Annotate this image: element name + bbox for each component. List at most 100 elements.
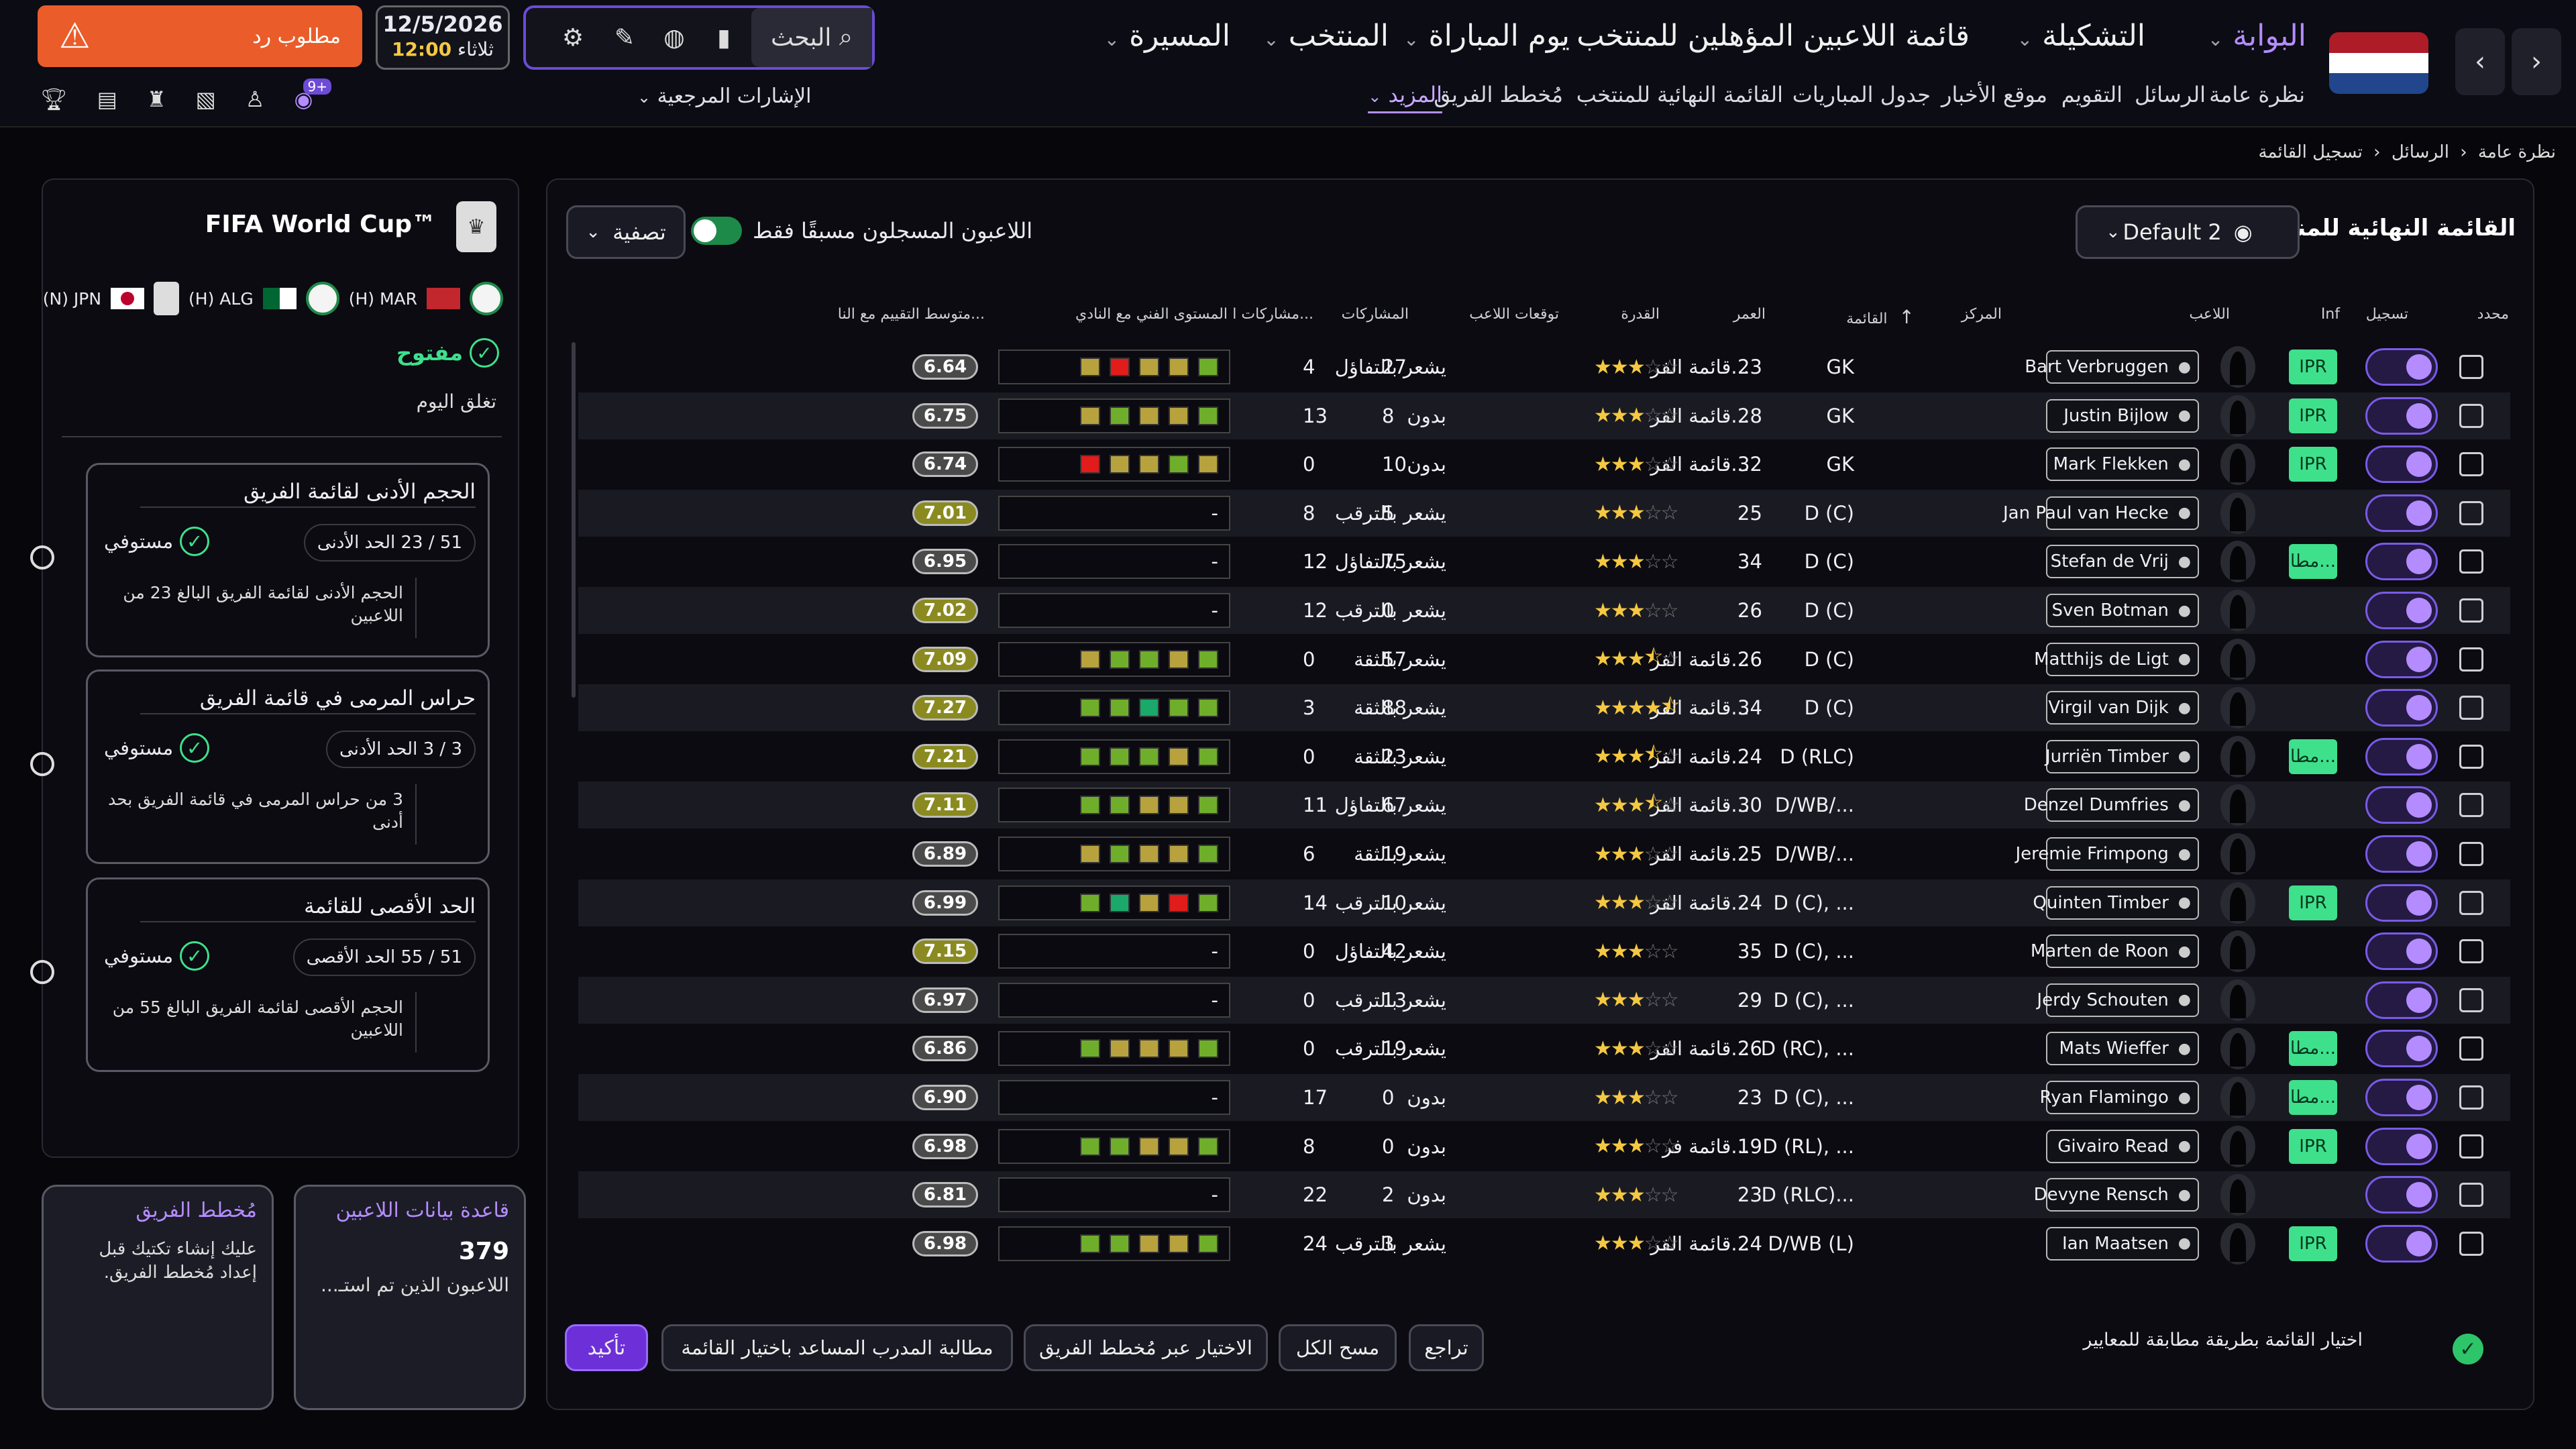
- avatar[interactable]: [2220, 735, 2255, 777]
- radio-button[interactable]: [30, 545, 54, 570]
- select-checkbox[interactable]: [2459, 1036, 2483, 1061]
- register-toggle[interactable]: [2365, 883, 2438, 922]
- subnav-overview[interactable]: نظرة عامة: [2209, 82, 2305, 107]
- player-name[interactable]: Mats Wieffer ●: [2046, 1032, 2199, 1066]
- table-row[interactable]: Virgil van Dijk ● D (C) قائمة الفر... 34 ★ ★ ★ ★…: [578, 684, 2510, 732]
- undo-button[interactable]: تراجع: [1409, 1324, 1484, 1371]
- col-ability[interactable]: القدرة: [1621, 306, 1660, 323]
- select-checkbox[interactable]: [2459, 1231, 2483, 1256]
- date-display[interactable]: 12/5/2026 ثلاثاء 12:00: [376, 5, 510, 70]
- player-name[interactable]: Jan Paul van Hecke ●: [2003, 496, 2199, 530]
- register-toggle[interactable]: [2365, 640, 2438, 678]
- radio-button[interactable]: [30, 960, 54, 984]
- table-row[interactable]: IPR Bart Verbruggen ● GK قائمة الفر... 23 ★ ★ ★ ☆…: [578, 343, 2510, 390]
- table-row[interactable]: Jan Paul van Hecke ● D (C) 25 ★ ★ ★ ☆ ☆ يشعر بالت…: [578, 489, 2510, 537]
- avatar[interactable]: [2220, 881, 2255, 924]
- report-icon[interactable]: ▧: [195, 87, 216, 112]
- select-checkbox[interactable]: [2459, 647, 2483, 672]
- avatar[interactable]: [2220, 394, 2255, 437]
- info-badge[interactable]: IPR: [2289, 447, 2337, 482]
- register-toggle[interactable]: [2365, 1030, 2438, 1068]
- avatar[interactable]: [2220, 1222, 2255, 1265]
- select-checkbox[interactable]: [2459, 500, 2483, 525]
- table-row[interactable]: Jerdy Schouten ● D (C), ... 29 ★ ★ ★ ☆ ☆ يشعر بال…: [578, 976, 2510, 1024]
- table-row[interactable]: Jeremie Frimpong ● D/WB/... قائمة الفر... 25…: [578, 830, 2510, 877]
- trophy-icon[interactable]: 🏆︎: [40, 87, 68, 112]
- col-apps[interactable]: المشاركات: [1341, 306, 1409, 323]
- col-player[interactable]: اللاعب: [2189, 306, 2230, 323]
- forward-button[interactable]: ›: [2512, 28, 2561, 95]
- radio-button[interactable]: [30, 752, 54, 776]
- player-name[interactable]: Jurriën Timber ●: [2045, 739, 2199, 773]
- document-icon[interactable]: ▤: [97, 87, 117, 112]
- register-toggle[interactable]: [2365, 543, 2438, 581]
- avatar[interactable]: [2220, 833, 2255, 875]
- select-checkbox[interactable]: [2459, 598, 2483, 623]
- col-position[interactable]: المركز: [1961, 306, 2002, 323]
- pen-icon[interactable]: ✎: [614, 23, 635, 52]
- register-toggle[interactable]: [2365, 592, 2438, 629]
- table-row[interactable]: Sven Botman ● D (C) 26 ★ ★ ★ ☆ ☆ يشعر بالترقب 0 12 -…: [578, 587, 2510, 634]
- table-row[interactable]: مطا... Mats Wieffer ● D (RC), ... قائمة الفر…: [578, 1025, 2510, 1072]
- info-badge[interactable]: IPR: [2289, 350, 2337, 384]
- nav-national-team[interactable]: المنتخب⌄: [1263, 19, 1389, 53]
- register-toggle[interactable]: [2365, 396, 2438, 435]
- avatar[interactable]: [2220, 443, 2255, 486]
- ask-assistant-button[interactable]: مطالبة المدرب المساعد باختيار القائمة: [661, 1324, 1013, 1371]
- col-register[interactable]: تسجيل: [2365, 306, 2408, 323]
- info-badge[interactable]: IPR: [2289, 1226, 2337, 1261]
- avatar[interactable]: [2220, 1174, 2255, 1216]
- clear-all-button[interactable]: مسح الكل: [1279, 1324, 1397, 1371]
- player-name[interactable]: Bart Verbruggen ●: [2025, 350, 2199, 384]
- table-row[interactable]: Marten de Roon ● D (C), ... 35 ★ ★ ★ ☆ ☆ يشعر بال…: [578, 928, 2510, 975]
- register-toggle[interactable]: [2365, 932, 2438, 971]
- info-badge[interactable]: IPR: [2289, 1128, 2337, 1164]
- breadcrumb-overview[interactable]: نظرة عامة: [2477, 142, 2556, 162]
- select-checkbox[interactable]: [2459, 549, 2483, 574]
- view-select[interactable]: ⌄ Default 2 ◉: [2076, 205, 2300, 259]
- avatar[interactable]: [2220, 590, 2255, 631]
- register-toggle[interactable]: [2365, 786, 2438, 824]
- table-row[interactable]: مطا... Ryan Flamingo ● D (C), ... 23 ★ ★ ★ ☆ ☆ بدو…: [578, 1074, 2510, 1121]
- search-button[interactable]: البحث ⌕: [751, 8, 872, 67]
- register-toggle[interactable]: [2365, 981, 2438, 1019]
- breadcrumb-messages[interactable]: الرسائل: [2391, 142, 2449, 162]
- avatar[interactable]: [2220, 492, 2255, 534]
- registered-only-switch[interactable]: [691, 217, 742, 245]
- nav-squad[interactable]: التشكيلة⌄: [2017, 19, 2145, 53]
- chat-icon[interactable]: ◉ 9+: [294, 78, 331, 112]
- col-info[interactable]: Inf: [2320, 306, 2340, 323]
- confirm-button[interactable]: تأكيد: [565, 1324, 648, 1371]
- select-checkbox[interactable]: [2459, 890, 2483, 915]
- table-row[interactable]: IPR Ian Maatsen ● D/WB (L) قائمة الفر... 24 ★ ★…: [578, 1220, 2510, 1267]
- player-name[interactable]: Jeremie Frimpong ●: [2016, 837, 2199, 871]
- table-row[interactable]: IPR Quinten Timber ● D (C), ... قائمة الفر..…: [578, 879, 2510, 926]
- subnav-more[interactable]: المزيد ⌄: [1368, 82, 1442, 113]
- register-toggle[interactable]: [2365, 737, 2438, 775]
- player-name[interactable]: Mark Flekken ●: [2046, 447, 2199, 482]
- table-row[interactable]: IPR Givairo Read ● D (RL), ... قائمة فر... 19…: [578, 1123, 2510, 1170]
- subnav-messages[interactable]: الرسائل: [2135, 82, 2206, 107]
- notes-icon[interactable]: ▮: [717, 23, 731, 52]
- player-name[interactable]: Ryan Flamingo ●: [2040, 1081, 2199, 1114]
- select-checkbox[interactable]: [2459, 939, 2483, 964]
- player-name[interactable]: Denzel Dumfries ●: [2024, 788, 2199, 822]
- player-name[interactable]: Matthijs de Ligt ●: [2034, 642, 2199, 676]
- filter-button[interactable]: ⌄ تصفية: [566, 205, 686, 259]
- table-scrollbar[interactable]: [572, 342, 576, 698]
- player-name[interactable]: Quinten Timber ●: [2033, 885, 2199, 920]
- avatar[interactable]: [2220, 541, 2255, 583]
- player-name[interactable]: Stefan de Vrij ●: [2046, 545, 2199, 579]
- select-checkbox[interactable]: [2459, 1085, 2483, 1110]
- select-checkbox[interactable]: [2459, 793, 2483, 818]
- squad-planner-card[interactable]: مُخطط الفريق عليك إنشاء تكتيك قبل إعداد …: [42, 1185, 274, 1410]
- staff-icon[interactable]: ♜: [146, 87, 166, 112]
- player-name[interactable]: Virgil van Dijk ●: [2046, 691, 2199, 725]
- avatar[interactable]: [2220, 1077, 2255, 1118]
- player-name[interactable]: Devyne Rensch ●: [2034, 1178, 2199, 1212]
- table-row[interactable]: مطا... Jurriën Timber ● D (RLC) قائمة الفر..…: [578, 733, 2510, 780]
- select-via-planner-button[interactable]: الاختيار عبر مُخطط الفريق: [1024, 1324, 1268, 1371]
- player-name[interactable]: Givairo Read ●: [2046, 1129, 2199, 1163]
- player-name[interactable]: Jerdy Schouten ●: [2037, 983, 2199, 1017]
- shirt-icon[interactable]: ♙: [245, 87, 265, 112]
